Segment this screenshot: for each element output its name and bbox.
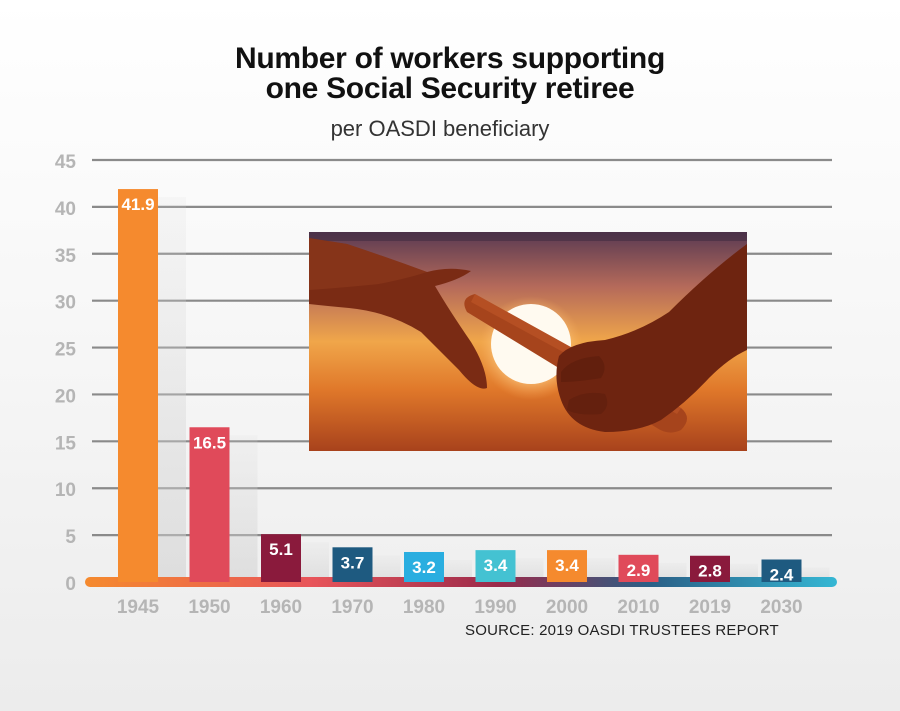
chart-title-line-2: one Social Security retiree xyxy=(265,72,635,105)
y-tick-label: 35 xyxy=(55,246,77,267)
bar-value-label: 41.9 xyxy=(121,195,154,214)
bar-2030 xyxy=(761,559,802,582)
y-tick-label: 5 xyxy=(65,527,76,548)
bar-shadow xyxy=(585,558,615,582)
y-tick-label: 40 xyxy=(55,199,76,220)
bar-value-label: 3.2 xyxy=(412,558,436,577)
bar-1950 xyxy=(189,427,230,582)
y-tick-label: 25 xyxy=(55,340,77,361)
bar-2019 xyxy=(690,555,730,582)
bar-1945 xyxy=(118,189,158,582)
x-axis-ticks: 1945 1950 1960 1970 1980 1990 2000 2010 2019 2030 xyxy=(117,597,803,618)
bar-value-label: 3.7 xyxy=(341,553,365,572)
bar-value-label: 2.4 xyxy=(770,565,794,584)
x-tick-label: 1990 xyxy=(474,597,516,618)
bar-value-label: 3.4 xyxy=(555,556,579,575)
bar-1990 xyxy=(475,550,516,582)
bar-2000 xyxy=(547,550,587,582)
bar-value-label: 2.8 xyxy=(698,562,722,581)
bar-value-label: 3.4 xyxy=(484,556,508,575)
x-tick-label: 1980 xyxy=(403,597,445,618)
x-tick-label: 1960 xyxy=(260,597,302,618)
bar-shadow xyxy=(513,558,544,582)
two-hands-passing-baton-sunset-photo xyxy=(309,232,747,451)
bar-shadow xyxy=(299,542,329,582)
x-tick-label: 1950 xyxy=(188,597,230,618)
y-tick-label: 45 xyxy=(55,152,77,173)
x-tick-label: 2019 xyxy=(689,597,731,618)
bar-shadow xyxy=(442,559,472,582)
bar-value-labels: 41.9 16.5 5.1 3.7 3.2 3.4 3.4 2.9 2.8 2.4 xyxy=(121,195,793,584)
bar-value-label: 5.1 xyxy=(269,540,293,559)
bar-shadow xyxy=(156,197,186,582)
bar-value-label: 16.5 xyxy=(193,433,226,452)
bar-shadow xyxy=(227,435,258,582)
chart-source: SOURCE: 2019 OASDI TRUSTEES REPORT xyxy=(465,622,779,639)
chart-title-line-1: Number of workers supporting xyxy=(235,42,665,75)
y-axis-ticks: 0 5 10 15 20 25 30 35 40 45 xyxy=(55,152,77,595)
x-tick-label: 2000 xyxy=(546,597,588,618)
bar-value-label: 2.9 xyxy=(627,561,651,580)
y-tick-label: 20 xyxy=(55,386,76,407)
y-tick-label: 0 xyxy=(65,574,76,595)
bar-1960 xyxy=(261,534,301,582)
x-tick-label: 2010 xyxy=(617,597,659,618)
y-tick-label: 15 xyxy=(55,433,77,454)
bar-1980 xyxy=(404,551,444,582)
bar-1970 xyxy=(332,547,373,582)
chart-subtitle: per OASDI beneficiary xyxy=(330,116,550,141)
y-tick-label: 30 xyxy=(55,293,76,314)
x-tick-label: 2030 xyxy=(760,597,802,618)
y-tick-label: 10 xyxy=(55,480,76,501)
chart-title: Number of workers supporting one Social … xyxy=(0,44,900,104)
x-tick-label: 1945 xyxy=(117,597,160,618)
bars xyxy=(118,189,802,582)
bar-2010 xyxy=(618,554,659,582)
x-tick-label: 1970 xyxy=(331,597,373,618)
